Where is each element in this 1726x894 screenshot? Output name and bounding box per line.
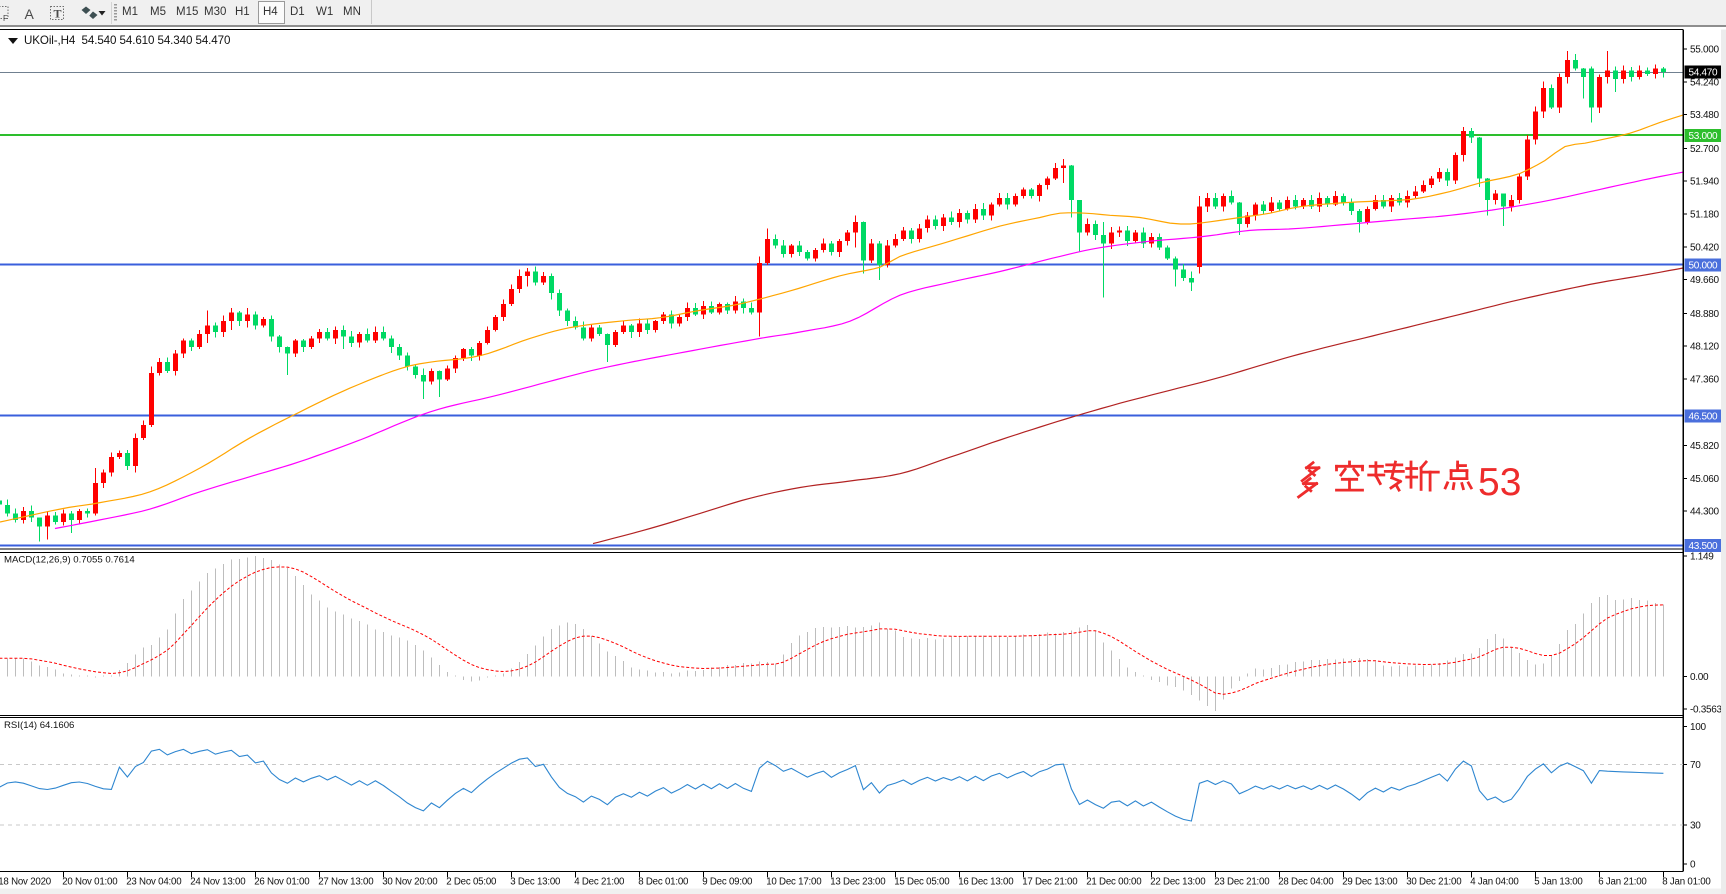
svg-text:53.480: 53.480 <box>1690 110 1720 121</box>
svg-text:54.470: 54.470 <box>1689 67 1719 78</box>
svg-text:0: 0 <box>1690 860 1696 871</box>
svg-text:4 Jan 04:00: 4 Jan 04:00 <box>1470 877 1519 888</box>
svg-text:8 Dec 01:00: 8 Dec 01:00 <box>638 877 689 888</box>
svg-text:23 Dec 21:00: 23 Dec 21:00 <box>1214 877 1270 888</box>
svg-text:54.240: 54.240 <box>1690 77 1720 88</box>
svg-text:70: 70 <box>1690 760 1701 771</box>
svg-text:52.700: 52.700 <box>1690 144 1720 155</box>
svg-text:18 Nov 2020: 18 Nov 2020 <box>0 877 52 888</box>
svg-text:26 Nov 01:00: 26 Nov 01:00 <box>254 877 310 888</box>
svg-text:9 Dec 09:00: 9 Dec 09:00 <box>702 877 753 888</box>
svg-text:17 Dec 21:00: 17 Dec 21:00 <box>1022 877 1078 888</box>
svg-text:MACD(12,26,9) 0.7055 0.7614: MACD(12,26,9) 0.7055 0.7614 <box>4 555 135 566</box>
svg-text:16 Dec 13:00: 16 Dec 13:00 <box>958 877 1014 888</box>
svg-text:UKOil-,H4 54.540 54.610 54.34: UKOil-,H4 54.540 54.610 54.340 54.470 <box>24 34 230 47</box>
svg-text:T: T <box>54 7 62 21</box>
svg-text:50.420: 50.420 <box>1690 242 1720 253</box>
svg-text:30 Dec 21:00: 30 Dec 21:00 <box>1406 877 1462 888</box>
svg-text:45.820: 45.820 <box>1690 441 1720 452</box>
svg-text:0.00: 0.00 <box>1690 672 1709 683</box>
svg-text:51.940: 51.940 <box>1690 177 1720 188</box>
svg-text:22 Dec 13:00: 22 Dec 13:00 <box>1150 877 1206 888</box>
svg-text:53: 53 <box>1478 461 1521 504</box>
svg-text:13 Dec 23:00: 13 Dec 23:00 <box>830 877 886 888</box>
svg-text:8 Jan 01:00: 8 Jan 01:00 <box>1662 877 1711 888</box>
svg-text:100: 100 <box>1690 722 1707 733</box>
svg-text:23 Nov 04:00: 23 Nov 04:00 <box>126 877 182 888</box>
svg-text:27 Nov 13:00: 27 Nov 13:00 <box>318 877 374 888</box>
svg-text:6 Jan 21:00: 6 Jan 21:00 <box>1598 877 1647 888</box>
svg-text:48.880: 48.880 <box>1690 309 1720 320</box>
svg-text:30 Nov 20:00: 30 Nov 20:00 <box>382 877 438 888</box>
svg-text:2 Dec 05:00: 2 Dec 05:00 <box>446 877 497 888</box>
svg-text:48.120: 48.120 <box>1690 342 1720 353</box>
svg-text:5 Jan 13:00: 5 Jan 13:00 <box>1534 877 1583 888</box>
svg-text:29 Dec 13:00: 29 Dec 13:00 <box>1342 877 1398 888</box>
svg-text:45.060: 45.060 <box>1690 474 1720 485</box>
svg-text:44.300: 44.300 <box>1690 507 1720 518</box>
svg-text:21 Dec 00:00: 21 Dec 00:00 <box>1086 877 1142 888</box>
svg-text:15 Dec 05:00: 15 Dec 05:00 <box>894 877 950 888</box>
svg-text:RSI(14) 64.1606: RSI(14) 64.1606 <box>4 720 74 731</box>
svg-text:30: 30 <box>1690 821 1701 832</box>
svg-text:53.000: 53.000 <box>1689 131 1719 142</box>
svg-text:47.360: 47.360 <box>1690 375 1720 386</box>
svg-text:10 Dec 17:00: 10 Dec 17:00 <box>766 877 822 888</box>
svg-text:46.500: 46.500 <box>1689 412 1719 423</box>
svg-text:F: F <box>3 14 8 23</box>
svg-text:50.000: 50.000 <box>1689 261 1719 272</box>
svg-text:28 Dec 04:00: 28 Dec 04:00 <box>1278 877 1334 888</box>
svg-text:-0.3563: -0.3563 <box>1690 705 1723 716</box>
svg-text:24 Nov 13:00: 24 Nov 13:00 <box>190 877 246 888</box>
svg-text:51.180: 51.180 <box>1690 210 1720 221</box>
svg-text:43.500: 43.500 <box>1689 541 1719 552</box>
svg-text:4 Dec 21:00: 4 Dec 21:00 <box>574 877 625 888</box>
svg-text:A: A <box>25 6 35 22</box>
svg-text:49.660: 49.660 <box>1690 275 1720 286</box>
svg-text:55.000: 55.000 <box>1690 45 1720 56</box>
svg-text:1.149: 1.149 <box>1690 552 1714 563</box>
svg-text:20 Nov 01:00: 20 Nov 01:00 <box>62 877 118 888</box>
svg-text:3 Dec 13:00: 3 Dec 13:00 <box>510 877 561 888</box>
